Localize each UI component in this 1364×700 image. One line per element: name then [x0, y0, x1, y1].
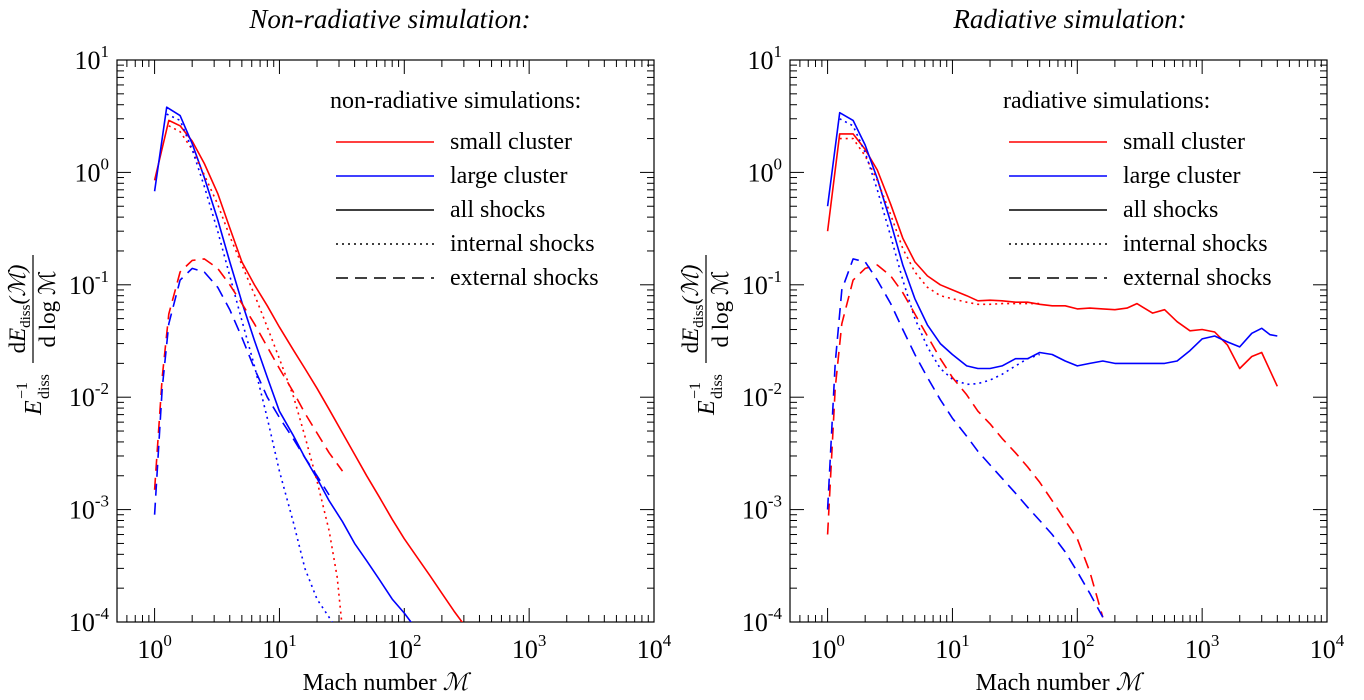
- legend-label: internal shocks: [1123, 231, 1268, 257]
- svg-text:−1: −1: [687, 382, 704, 399]
- svg-text:diss: diss: [36, 374, 53, 399]
- y-tick-label: 10-1: [69, 267, 109, 300]
- x-tick-label: 101: [935, 631, 970, 664]
- series-line-4: [826, 264, 1104, 618]
- y-tick-label: 10-3: [69, 492, 109, 525]
- right-chart-title: Radiative simulation:: [953, 4, 1187, 34]
- svg-text:−1: −1: [14, 382, 31, 399]
- series-line-5: [826, 258, 1104, 618]
- series-line-2: [168, 125, 343, 622]
- legend-title: non-radiative simulations:: [330, 88, 581, 114]
- x-tick-label: 104: [1310, 631, 1345, 664]
- svg-text:d log ℳ: d log ℳ: [708, 271, 733, 348]
- legend-label: large cluster: [1123, 163, 1241, 189]
- series-line-2: [839, 137, 1040, 306]
- legend-label: external shocks: [450, 265, 599, 291]
- x-tick-label: 100: [137, 631, 172, 664]
- plot-frame: [789, 59, 1328, 623]
- series-line-3: [166, 113, 334, 622]
- x-tick-label: 101: [262, 631, 297, 664]
- series-group: [153, 106, 464, 622]
- x-axis-label: Mach number ℳ: [303, 670, 472, 696]
- left-chart-title: Non-radiative simulation:: [249, 4, 531, 34]
- y-axis-label: E−1 diss dEdiss(ℳ) d log ℳ: [5, 255, 60, 416]
- x-tick-label: 103: [512, 631, 547, 664]
- series-line-1: [153, 106, 412, 622]
- y-axis-label: E−1 diss dEdiss(ℳ) d log ℳ: [678, 255, 733, 416]
- y-tick-label: 10-4: [742, 604, 783, 637]
- x-tick-label: 100: [810, 631, 845, 664]
- legend-label: small cluster: [1123, 129, 1245, 155]
- svg-text:E: E: [21, 400, 47, 416]
- y-tick-label: 10-2: [742, 379, 782, 412]
- series-line-5: [153, 267, 330, 515]
- y-tick-label: 100: [75, 154, 110, 187]
- series-line-4: [153, 258, 344, 490]
- y-tick-label: 101: [748, 42, 783, 75]
- y-tick-label: 10-4: [69, 604, 110, 637]
- svg-text:diss: diss: [709, 374, 726, 399]
- legend-label: all shocks: [450, 197, 545, 223]
- svg-text:dEdiss(ℳ): dEdiss(ℳ): [678, 265, 707, 354]
- legend-label: large cluster: [450, 163, 568, 189]
- legend-label: small cluster: [450, 129, 572, 155]
- svg-text:dEdiss(ℳ): dEdiss(ℳ): [5, 265, 34, 354]
- svg-text:d log ℳ: d log ℳ: [35, 271, 60, 348]
- y-tick-label: 10-1: [742, 267, 782, 300]
- chart-panel-0: 100 101 102 103 10410-410-310-210-1100101Mac…: [5, 42, 672, 696]
- y-tick-label: 100: [748, 154, 783, 187]
- y-tick-label: 101: [75, 42, 110, 75]
- series-line-0: [826, 133, 1279, 387]
- chart-panel-1: 100 101 102 103 10410-410-310-210-1100101Mac…: [678, 42, 1345, 696]
- legend-title: radiative simulations:: [1003, 88, 1210, 114]
- x-tick-label: 103: [1185, 631, 1220, 664]
- legend-label: external shocks: [1123, 265, 1272, 291]
- x-axis-label: Mach number ℳ: [976, 670, 1145, 696]
- x-tick-label: 102: [387, 631, 422, 664]
- x-tick-label: 102: [1060, 631, 1095, 664]
- y-tick-label: 10-2: [69, 379, 109, 412]
- plot-frame: [116, 59, 655, 623]
- svg-text:E: E: [694, 400, 720, 416]
- series-line-0: [153, 119, 464, 622]
- x-tick-label: 104: [637, 631, 672, 664]
- legend-label: all shocks: [1123, 197, 1218, 223]
- y-tick-label: 10-3: [742, 492, 782, 525]
- legend-label: internal shocks: [450, 231, 595, 257]
- series-line-1: [826, 111, 1278, 370]
- series-group: [826, 111, 1279, 618]
